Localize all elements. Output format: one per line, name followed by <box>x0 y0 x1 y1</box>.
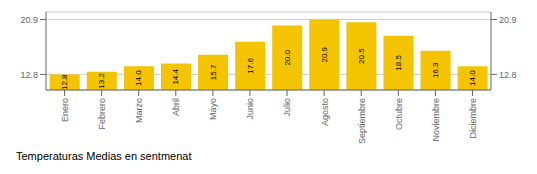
svg-text:15.7: 15.7 <box>209 64 218 80</box>
svg-text:20.5: 20.5 <box>357 48 366 64</box>
svg-text:20.9: 20.9 <box>320 46 329 62</box>
svg-text:18.5: 18.5 <box>394 55 403 71</box>
svg-text:12.8: 12.8 <box>499 70 517 80</box>
svg-text:14.4: 14.4 <box>171 68 180 84</box>
svg-text:20.0: 20.0 <box>283 49 292 65</box>
svg-text:Abril: Abril <box>171 98 181 116</box>
svg-text:17.6: 17.6 <box>246 58 255 74</box>
svg-text:12.8: 12.8 <box>60 74 69 90</box>
svg-text:Diciembre: Diciembre <box>468 98 478 139</box>
svg-text:12.8: 12.8 <box>20 70 38 80</box>
svg-text:Noviembre: Noviembre <box>431 98 441 142</box>
html-text:Temperaturas Medias en sentmen: Temperaturas Medias en sentmenat <box>16 150 192 162</box>
svg-text:20.9: 20.9 <box>20 15 38 25</box>
svg-text:Julio: Julio <box>282 98 292 117</box>
svg-text:20.9: 20.9 <box>499 15 517 25</box>
svg-text:16.3: 16.3 <box>431 62 440 78</box>
svg-text:13.2: 13.2 <box>97 73 106 89</box>
svg-text:Febrero: Febrero <box>97 98 107 130</box>
svg-text:Junio: Junio <box>245 98 255 120</box>
svg-text:Marzo: Marzo <box>134 98 144 123</box>
svg-text:Mayo: Mayo <box>208 98 218 120</box>
svg-text:Septiembre: Septiembre <box>357 98 367 144</box>
svg-text:14.0: 14.0 <box>468 70 477 86</box>
svg-text:14.0: 14.0 <box>134 70 143 86</box>
svg-text:Agosto: Agosto <box>320 98 330 126</box>
svg-text:Octubre: Octubre <box>394 98 404 130</box>
svg-text:Enero: Enero <box>60 98 70 122</box>
